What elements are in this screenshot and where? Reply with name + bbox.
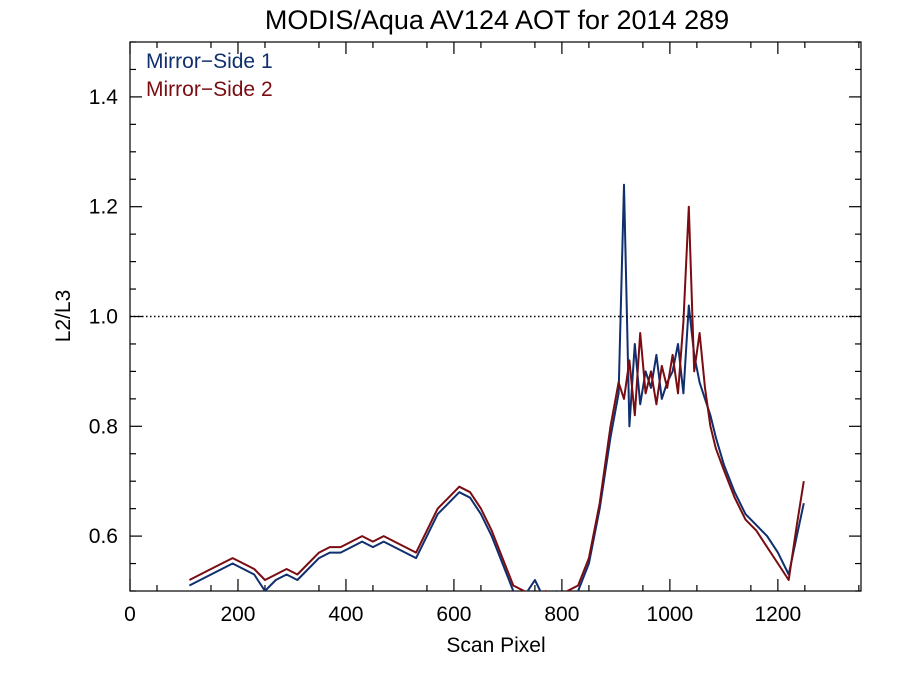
x-tick-label: 0 <box>124 603 136 626</box>
x-tick-label: 600 <box>436 603 471 626</box>
y-tick-label: 1.2 <box>89 196 118 219</box>
y-tick-label: 0.6 <box>89 525 118 548</box>
chart-title: MODIS/Aqua AV124 AOT for 2014 289 <box>265 5 729 35</box>
x-tick-label: 1200 <box>754 603 801 626</box>
legend-item-mirror-side-2: Mirror−Side 2 <box>146 78 273 101</box>
legend: Mirror−Side 1 Mirror−Side 2 <box>146 50 273 101</box>
y-tick-labels: 0.6 0.8 1.0 1.2 1.4 <box>89 86 119 548</box>
x-axis-label: Scan Pixel <box>446 634 545 657</box>
y-tick-label: 0.8 <box>89 415 118 438</box>
series-layer <box>188 183 805 591</box>
y-tick-label: 1.0 <box>89 306 118 329</box>
x-tick-label: 400 <box>328 603 363 626</box>
y-tick-label: 1.4 <box>89 86 119 109</box>
x-tick-labels: 0 200 400 600 800 1000 1200 <box>124 603 801 626</box>
series-line-2 <box>188 205 805 591</box>
x-tick-label: 800 <box>544 603 579 626</box>
x-tick-label: 200 <box>220 603 255 626</box>
tick-marks <box>129 41 861 592</box>
legend-item-mirror-side-1: Mirror−Side 1 <box>146 50 273 73</box>
series-line-1 <box>188 183 805 591</box>
y-axis-label: L2/L3 <box>52 290 75 343</box>
x-tick-label: 1000 <box>647 603 694 626</box>
